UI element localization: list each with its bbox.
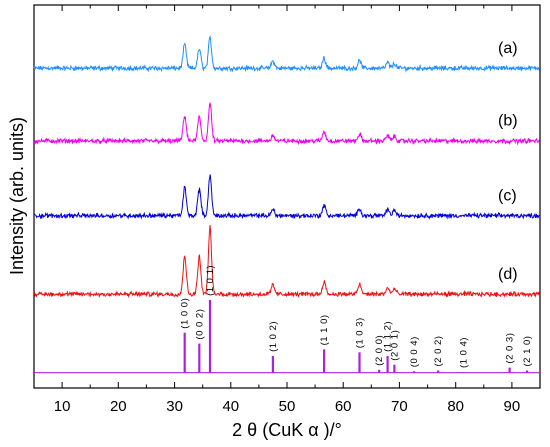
y-axis-title: Intensity (arb. units) bbox=[7, 117, 27, 275]
x-tick-label: 10 bbox=[54, 398, 71, 415]
trace-b bbox=[33, 102, 540, 146]
reference-line-label: (2 1 0) bbox=[522, 336, 533, 367]
reference-line-label: (1 0 3) bbox=[355, 317, 366, 348]
traces-group bbox=[33, 34, 540, 299]
trace-d bbox=[33, 225, 540, 299]
trace-a bbox=[33, 34, 540, 73]
reference-line-label: (1 0 2) bbox=[268, 321, 279, 352]
x-tick-label: 20 bbox=[110, 398, 127, 415]
x-tick-label: 50 bbox=[279, 398, 296, 415]
reference-line-label: (2 0 2) bbox=[433, 336, 444, 367]
x-tick-label: 90 bbox=[504, 398, 521, 415]
reference-line-label: (1 0 1) bbox=[205, 265, 216, 296]
reference-line-label: (1 1 2) bbox=[383, 321, 394, 352]
reference-line-label: (2 0 0) bbox=[374, 335, 385, 366]
x-axis-title: 2 θ (CuK α )/° bbox=[232, 420, 342, 440]
reference-line-label: (0 0 2) bbox=[194, 309, 205, 340]
x-tick-label: 30 bbox=[166, 398, 183, 415]
trace-label-a: (a) bbox=[498, 40, 518, 57]
reference-line-label: (1 0 0) bbox=[180, 298, 191, 329]
x-tick-label: 60 bbox=[335, 398, 352, 415]
reference-line-label: (1 1 0) bbox=[319, 314, 330, 345]
reference-line-label: (2 0 3) bbox=[505, 333, 516, 364]
reference-pattern: (1 0 0) (0 0 2) (1 0 1) (1 0 2) (1 1 0) (1 0 … bbox=[34, 265, 540, 374]
trace-label-b: (b) bbox=[498, 113, 518, 130]
x-tick-label: 40 bbox=[222, 398, 239, 415]
reference-line-label: (0 0 4) bbox=[409, 336, 420, 367]
trace-c bbox=[33, 174, 540, 220]
reference-line-label: (1 0 4) bbox=[459, 337, 470, 368]
reference-line-label: (2 0 1) bbox=[389, 330, 400, 361]
x-tick-label: 80 bbox=[447, 398, 464, 415]
x-tick-label: 70 bbox=[391, 398, 408, 415]
x-axis-ticks: 10 20 30 40 50 60 70 80 90 bbox=[54, 5, 541, 415]
trace-label-d: (d) bbox=[498, 266, 518, 283]
plot-frame bbox=[33, 4, 541, 389]
trace-labels: (a) (b) (c) (d) bbox=[498, 40, 518, 283]
trace-label-c: (c) bbox=[498, 187, 517, 204]
